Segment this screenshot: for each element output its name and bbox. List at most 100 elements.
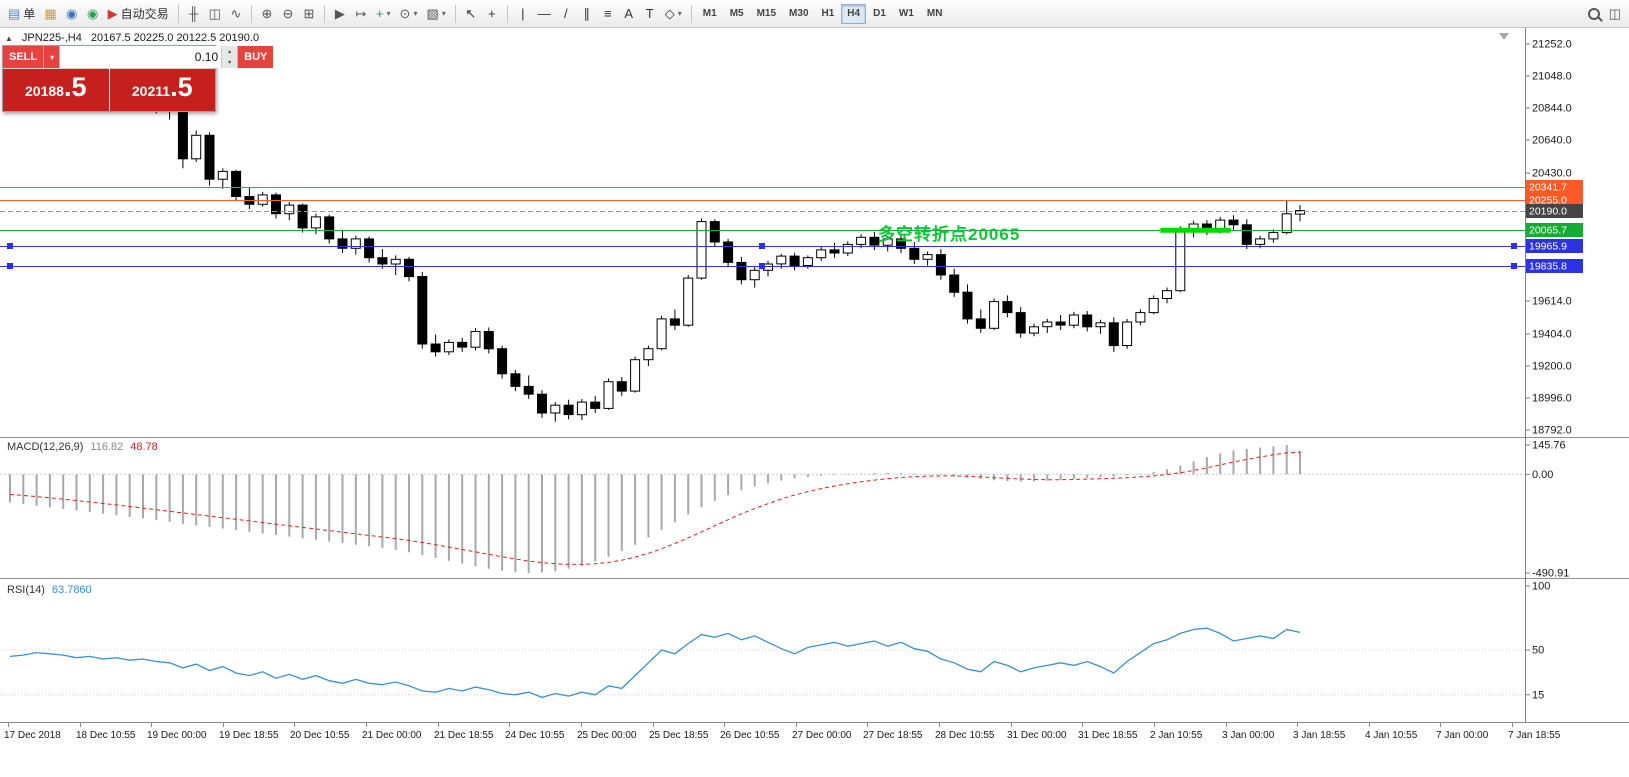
text-label-icon: T (645, 6, 654, 21)
periods-button[interactable]: ⊙ ▾ (396, 3, 422, 25)
crosshair-button[interactable]: + (482, 3, 502, 25)
trendline-button[interactable]: / (556, 3, 576, 25)
timeframe-mn[interactable]: MN (921, 4, 949, 24)
cursor-button[interactable]: ↖ (461, 3, 481, 25)
line-handle[interactable] (7, 243, 13, 249)
toolbar-separator (506, 4, 508, 23)
sell-options-caret-icon[interactable]: ▾ (43, 46, 60, 68)
fibonacci-icon: ≡ (603, 6, 612, 21)
toolbar-separator (250, 4, 252, 23)
buy-price-button[interactable]: 20211.5 (109, 69, 215, 111)
chart-shift-marker (1499, 33, 1509, 40)
timeframe-w1[interactable]: W1 (893, 4, 920, 24)
time-axis-tick (366, 723, 367, 727)
time-axis-tick (867, 723, 868, 727)
time-axis-tick (8, 723, 9, 727)
volume-up-button[interactable]: ▴ (222, 46, 238, 57)
horizontal-line-button[interactable]: — (534, 3, 555, 25)
arrows-icon: ◇ (664, 6, 675, 21)
time-axis-tick (1082, 723, 1083, 727)
line-handle[interactable] (759, 263, 765, 269)
macd-panel[interactable]: 145.76 0.00 -490.91 (0, 437, 1629, 578)
zoom-in-icon: ⊕ (261, 6, 273, 21)
new-order-icon: ▤ (8, 6, 21, 21)
time-axis-tick (80, 723, 81, 727)
arrows-button[interactable]: ◇ ▾ (661, 3, 686, 25)
tile-windows-button[interactable]: ⊞ (299, 3, 319, 25)
macd-value-main: 116.82 (90, 441, 124, 453)
new-order-label: 单 (23, 7, 36, 21)
navigator-button[interactable]: ◉ (83, 3, 103, 25)
fibonacci-button[interactable]: ≡ (598, 3, 618, 25)
timeframe-m5[interactable]: M5 (724, 4, 750, 24)
sell-price-button[interactable]: 20188.5 (3, 69, 109, 111)
time-axis-tick (1369, 723, 1370, 727)
text-label-button[interactable]: T (640, 3, 660, 25)
volume-input[interactable] (60, 46, 222, 68)
timeframe-h1[interactable]: H1 (816, 4, 841, 24)
timeframe-d1[interactable]: D1 (867, 4, 892, 24)
timeframe-h4[interactable]: H4 (841, 3, 867, 24)
text-button[interactable]: A (619, 3, 639, 25)
zoom-out-button[interactable]: ⊖ (278, 3, 298, 25)
svg-text:20341.7: 20341.7 (1529, 182, 1567, 194)
volume-control: ▴ ▾ (59, 46, 239, 68)
time-axis-tick (1154, 723, 1155, 727)
charts-button[interactable]: ▦ (40, 3, 60, 25)
line-handle[interactable] (759, 243, 765, 249)
line-handle[interactable] (1511, 243, 1517, 249)
timeframe-m30[interactable]: M30 (783, 4, 814, 24)
chart-line-button[interactable]: ∿ (226, 3, 246, 25)
chart-bars-button[interactable]: ╫ (184, 3, 204, 25)
chart-candles-button[interactable]: ◫ (205, 3, 225, 25)
templates-button[interactable]: ▧ ▾ (422, 3, 449, 25)
vertical-line-button[interactable]: | (513, 3, 533, 25)
zoom-in-button[interactable]: ⊕ (257, 3, 277, 25)
autotrading-label: 自动交易 (120, 7, 169, 21)
line-handle[interactable] (1511, 263, 1517, 269)
timeframe-m15[interactable]: M15 (751, 4, 782, 24)
time-axis-label: 3 Jan 18:55 (1293, 730, 1346, 741)
one-click-collapse-icon[interactable]: ▲ (5, 33, 13, 43)
rsi-panel[interactable]: 100 50 15 (0, 578, 1629, 722)
price-axis-label: 20844.0 (1532, 103, 1572, 115)
new-order-button[interactable]: ▤ 单 (4, 3, 39, 25)
time-axis-label: 28 Dec 10:55 (935, 730, 995, 741)
market-watch-button[interactable]: ◉ (62, 3, 82, 25)
time-axis-label: 24 Dec 10:55 (505, 730, 565, 741)
sell-button[interactable]: SELL (3, 46, 44, 68)
time-axis-label: 25 Dec 00:00 (577, 730, 637, 741)
timeframe-m1[interactable]: M1 (697, 4, 723, 24)
trade-panel-controls: SELL ▾ ▴ ▾ BUY (3, 46, 274, 69)
data-window-button[interactable]: ◫ (1605, 3, 1625, 25)
chart-shift-button[interactable]: ↦ (351, 3, 371, 25)
line-handle[interactable] (7, 263, 13, 269)
buy-button[interactable]: BUY (238, 46, 274, 68)
data-window-icon: ◫ (1608, 6, 1621, 21)
volume-down-button[interactable]: ▾ (222, 57, 238, 68)
time-axis[interactable]: 17 Dec 2018 18 Dec 10:55 19 Dec 00:00 19 De… (0, 722, 1629, 747)
auto-scroll-button[interactable]: ▶ (330, 3, 350, 25)
periods-icon: ⊙ (399, 6, 411, 21)
autotrading-button[interactable]: ▶ 自动交易 (104, 3, 173, 25)
chart-window: 21252.0 21048.0 20844.0 20640.0 20430.0 19614… (0, 28, 1629, 777)
toolbar-separator (454, 4, 456, 23)
equidistant-channel-button[interactable]: ∥ (577, 3, 597, 25)
svg-text:19835.8: 19835.8 (1529, 261, 1567, 273)
time-axis-label: 4 Jan 10:55 (1365, 730, 1418, 741)
rsi-name: RSI(14) (7, 584, 45, 596)
time-axis-tick (1512, 723, 1513, 727)
indicators-button[interactable]: + ▾ (372, 3, 395, 25)
symbol-search-button[interactable] (1584, 3, 1604, 25)
price-axis-label: 19200.0 (1532, 361, 1572, 373)
time-axis-label: 26 Dec 10:55 (720, 730, 780, 741)
price-chart[interactable]: 21252.0 21048.0 20844.0 20640.0 20430.0 19614… (0, 28, 1629, 437)
svg-text:20255.0: 20255.0 (1529, 195, 1567, 207)
rsi-axis-label: 50 (1532, 645, 1544, 657)
volume-stepper: ▴ ▾ (221, 46, 238, 68)
caret-down-icon: ▾ (386, 9, 391, 18)
time-axis-label: 3 Jan 00:00 (1222, 730, 1275, 741)
time-axis-label: 19 Dec 18:55 (219, 730, 279, 741)
macd-value-signal: 48.78 (130, 441, 158, 453)
chart-annotation-text[interactable]: 多空转折点20065 (878, 225, 1021, 244)
